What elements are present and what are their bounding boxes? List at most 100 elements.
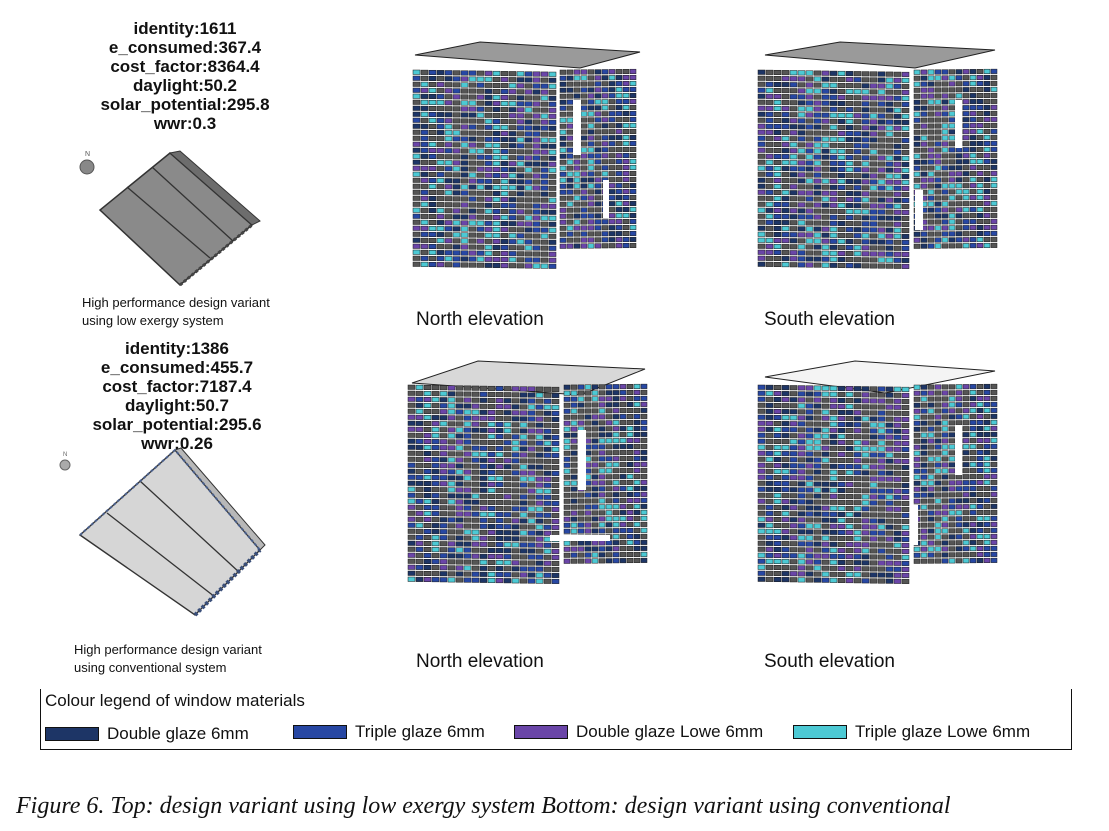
window-panel: [877, 113, 886, 119]
window-panel: [503, 482, 512, 488]
window-panel: [455, 433, 464, 439]
window-panel: [955, 225, 963, 231]
window-panel: [829, 184, 838, 190]
window-panel: [869, 566, 878, 572]
window-panel: [598, 444, 606, 450]
window-panel: [927, 69, 935, 75]
window-panel: [431, 463, 440, 469]
window-panel: [990, 200, 998, 206]
window-panel: [460, 172, 469, 178]
window-panel: [869, 422, 878, 428]
window-panel: [934, 243, 942, 249]
window-panel: [460, 262, 469, 268]
window-panel: [821, 385, 830, 391]
window-panel: [853, 386, 862, 392]
window-panel: [877, 530, 886, 536]
window-panel: [845, 71, 854, 77]
window-panel: [901, 161, 910, 167]
window-panel: [927, 390, 935, 396]
window-panel: [640, 425, 648, 431]
window-panel: [594, 123, 602, 129]
window-panel: [861, 536, 870, 542]
window-panel: [570, 474, 578, 480]
window-panel: [983, 497, 991, 503]
window-panel: [893, 392, 902, 398]
window-panel: [805, 250, 814, 256]
window-panel: [492, 160, 501, 166]
window-panel: [821, 136, 830, 142]
window-panel: [436, 226, 445, 232]
window-panel: [436, 238, 445, 244]
window-panel: [524, 251, 533, 257]
window-panel: [901, 500, 910, 506]
window-panel: [594, 105, 602, 111]
figure-caption: Figure 6. Top: design variant using low …: [16, 793, 951, 819]
window-panel: [773, 237, 782, 243]
window-panel: [829, 142, 838, 148]
window-panel: [927, 486, 935, 492]
window-panel: [455, 523, 464, 529]
window-panel: [845, 119, 854, 125]
window-panel: [901, 191, 910, 197]
window-panel: [455, 403, 464, 409]
window-panel: [594, 171, 602, 177]
window-panel: [757, 225, 766, 231]
window-panel: [861, 476, 870, 482]
window-panel: [619, 462, 627, 468]
window-panel: [629, 92, 637, 98]
window-panel: [941, 141, 949, 147]
window-panel: [976, 75, 984, 81]
window-panel: [495, 482, 504, 488]
window-panel: [990, 401, 998, 407]
window-panel: [962, 498, 970, 504]
window-panel: [813, 547, 822, 553]
window-panel: [548, 71, 557, 77]
window-panel: [976, 402, 984, 408]
window-panel: [476, 136, 485, 142]
window-panel: [885, 161, 894, 167]
window-panel: [813, 475, 822, 481]
window-panel: [439, 427, 448, 433]
window-panel: [962, 522, 970, 528]
window-panel: [813, 511, 822, 517]
window-panel: [524, 161, 533, 167]
window-panel: [423, 564, 432, 570]
window-panel: [861, 386, 870, 392]
window-panel: [444, 208, 453, 214]
window-panel: [913, 390, 921, 396]
window-panel: [976, 474, 984, 480]
window-panel: [773, 510, 782, 516]
window-panel: [423, 438, 432, 444]
window-panel: [540, 185, 549, 191]
window-panel: [877, 77, 886, 83]
window-panel: [781, 445, 790, 451]
window-panel: [492, 172, 501, 178]
window-panel: [415, 552, 424, 558]
window-panel: [455, 547, 464, 553]
window-panel: [540, 209, 549, 215]
window-panel: [436, 130, 445, 136]
window-panel: [913, 486, 921, 492]
window-panel: [431, 553, 440, 559]
window-panel: [901, 251, 910, 257]
window-panel: [983, 74, 991, 80]
window-panel: [452, 220, 461, 226]
window-panel: [969, 225, 977, 231]
window-panel: [428, 237, 437, 243]
window-panel: [447, 469, 456, 475]
window-panel: [913, 123, 921, 129]
window-panel: [821, 124, 830, 130]
window-panel: [757, 129, 766, 135]
window-panel: [805, 457, 814, 463]
window-panel: [773, 408, 782, 414]
window-panel: [423, 456, 432, 462]
window-panel: [797, 166, 806, 172]
window-panel: [934, 237, 942, 243]
window-panel: [853, 500, 862, 506]
window-panel: [471, 445, 480, 451]
window-panel: [524, 221, 533, 227]
window-panel: [976, 396, 984, 402]
window-panel: [885, 209, 894, 215]
window-panel: [962, 444, 970, 450]
window-panel: [941, 117, 949, 123]
